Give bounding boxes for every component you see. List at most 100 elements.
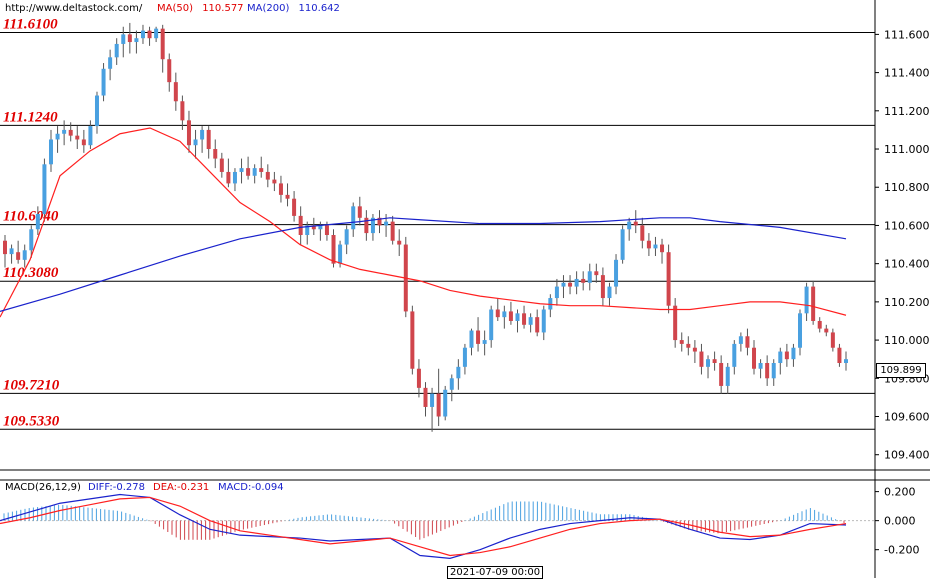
candle-down [357,206,362,218]
candle-down [127,34,132,43]
candle-down [259,168,264,172]
candle-up [232,171,237,184]
candle-down [219,158,224,172]
candle-up [140,30,145,39]
current-price-badge: 109.899 [876,363,926,378]
ma50-line [0,127,847,318]
candle-down [646,240,651,249]
candle-up [548,298,553,310]
ma50-label: MA(50) [157,3,193,14]
candle-up [482,340,487,344]
candle-up [554,286,559,299]
price-tick-label: 111.000 [884,143,930,156]
candle-down [784,351,789,360]
candle-down [745,336,750,348]
level-label: 111.1240 [3,109,58,125]
ma200-label: MA(200) [247,3,290,14]
macd-panel: 0.200 0.000 -0.200 [0,486,919,559]
candle-up [778,351,783,364]
price-tick-label: 110.200 [884,296,930,309]
candle-down [594,271,599,276]
candle-up [798,313,803,348]
macd-tick-label: 0.200 [884,486,916,499]
candle-down [633,221,638,226]
candle-down [364,217,369,234]
candle-down [712,359,717,364]
candle-up [587,271,592,283]
candle-down [81,139,86,146]
candle-down [423,387,428,407]
price-tick-label: 110.600 [884,219,930,232]
source-url[interactable]: http://www.deltastock.com/ [5,3,143,14]
candle-down [226,171,231,184]
candle-down [186,120,191,146]
candle-down [660,244,665,253]
candle-down [666,252,671,306]
candle-up [620,229,625,260]
candle-down [824,328,829,333]
candle-up [114,43,119,58]
candle-down [817,320,822,329]
candle-down [68,129,73,136]
candle-up [88,126,93,146]
candle-up [42,164,47,214]
candle-down [522,313,527,325]
candle-down [3,240,7,255]
price-tick-label: 110.400 [884,258,930,271]
candle-down [436,393,441,417]
macd-dea-value: DEA:-0.231 [153,482,210,493]
candle-down [765,363,770,379]
candle-up [48,139,53,165]
candle-up [9,248,14,255]
candle-up [443,389,448,417]
level-label: 110.3080 [3,265,59,281]
candle-down [213,149,218,159]
macd-diff-line [0,493,847,559]
candle-up [528,317,533,325]
candle-down [495,309,500,318]
candle-up [134,38,139,43]
candle-up [430,393,435,407]
price-axis: 111.600 111.400 111.200 111.000 110.800 110.6… [875,28,930,462]
candle-down [600,275,605,299]
macd-tick-label: -0.200 [884,544,919,557]
candle-up [121,34,126,44]
ma200-line [0,217,847,312]
candle-up [561,282,566,287]
candle-down [75,135,80,140]
candle-up [55,133,60,140]
ma50-legend: MA(50) 110.577 [157,3,244,14]
candle-up [462,347,467,367]
candle-down [246,168,251,176]
candle-down [699,351,704,367]
candle-up [101,68,106,96]
candle-up [607,286,612,299]
candle-up [706,359,711,367]
candle-down [173,82,178,102]
candle-down [16,252,21,260]
candle-up [154,28,159,39]
candle-up [305,225,310,235]
support-resistance-levels: 111.6100 111.1240 110.6040 110.3080 109.7210… [0,16,875,430]
candle-up [574,278,579,287]
candle-up [502,311,507,318]
candle-up [738,336,743,344]
candle-up [804,286,809,314]
candle-up [541,309,546,333]
candle-down [508,311,513,321]
candle-down [377,217,382,226]
candle-down [679,340,684,344]
candle-up [200,129,205,140]
candle-up [449,378,454,390]
candle-up [239,168,244,172]
candle-up [627,221,632,230]
candle-down [331,235,336,264]
candle-up [94,95,99,127]
candle-up [318,225,323,230]
candle-down [640,225,645,241]
candle-up [193,139,198,146]
candle-down [390,221,395,241]
price-tick-label: 109.400 [884,449,930,462]
price-tick-label: 110.800 [884,181,930,194]
